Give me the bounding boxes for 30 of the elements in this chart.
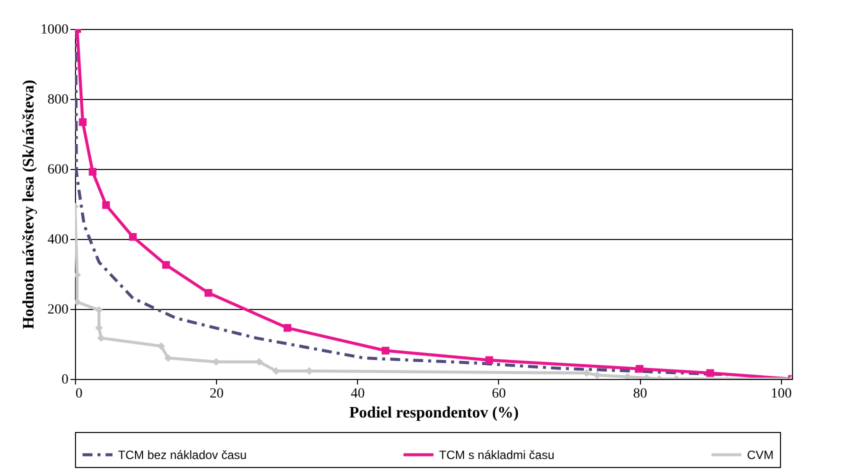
y-axis-title: Hodnota návštevy lesa (Sk/návšteva): [20, 80, 38, 330]
point: [382, 346, 390, 355]
legend-label: TCM s nákladmi času: [439, 448, 554, 462]
x-tick-label: 20: [210, 386, 224, 402]
point: [636, 364, 644, 373]
point: [128, 233, 137, 241]
x-tick-label: 40: [350, 386, 365, 402]
x-tick-label: 60: [492, 386, 506, 402]
y-tick-label: 0: [62, 372, 68, 388]
point: [706, 369, 714, 377]
x-tick-label: 100: [770, 386, 792, 402]
point: [485, 356, 494, 364]
point: [102, 201, 110, 209]
point: [88, 168, 97, 176]
y-tick-label: 1000: [40, 22, 68, 38]
x-axis-title: Podiel respondentov (%): [349, 404, 519, 422]
point: [204, 289, 212, 297]
point: [97, 334, 105, 342]
y-tick-label: 200: [48, 302, 68, 318]
point: [162, 261, 170, 269]
x-tick-label: 80: [633, 386, 648, 402]
y-tick-label: 600: [48, 162, 68, 178]
y-tick-label: 400: [48, 232, 68, 248]
legend-label: TCM bez nákladov času: [118, 448, 247, 462]
legend-label: CVM: [747, 448, 774, 462]
point: [157, 342, 165, 350]
point: [284, 324, 292, 332]
x-tick-label: 0: [76, 386, 82, 402]
y-tick-label: 800: [48, 92, 68, 108]
point: [78, 118, 87, 126]
